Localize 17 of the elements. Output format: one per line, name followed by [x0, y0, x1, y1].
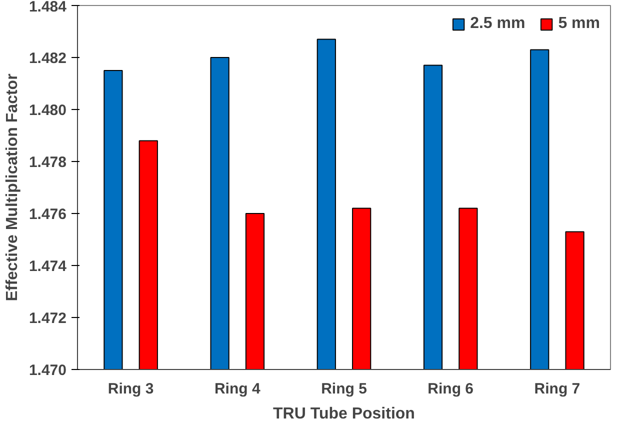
y-tick-label: 1.478: [28, 154, 67, 171]
y-tick-label: 1.472: [28, 310, 67, 327]
legend-label: 5 mm: [558, 15, 600, 33]
x-tick-label: Ring 6: [428, 380, 474, 398]
y-tick-label: 1.482: [28, 50, 67, 67]
x-tick-label: Ring 3: [108, 380, 154, 398]
x-tick-label: Ring 7: [534, 380, 580, 398]
y-tick-label: 1.474: [28, 258, 68, 275]
legend-label: 2.5 mm: [470, 15, 526, 33]
x-tick-label: Ring 5: [321, 380, 367, 398]
y-tick-label: 1.484: [28, 0, 68, 16]
y-axis-title: Effective Multiplication Factor: [4, 74, 21, 302]
x-tick-label: Ring 4: [214, 380, 261, 398]
y-tick-label: 1.476: [28, 206, 67, 223]
y-tick-label: 1.470: [28, 362, 67, 379]
x-axis-title: TRU Tube Position: [273, 406, 415, 422]
y-tick-label: 1.480: [28, 102, 67, 119]
